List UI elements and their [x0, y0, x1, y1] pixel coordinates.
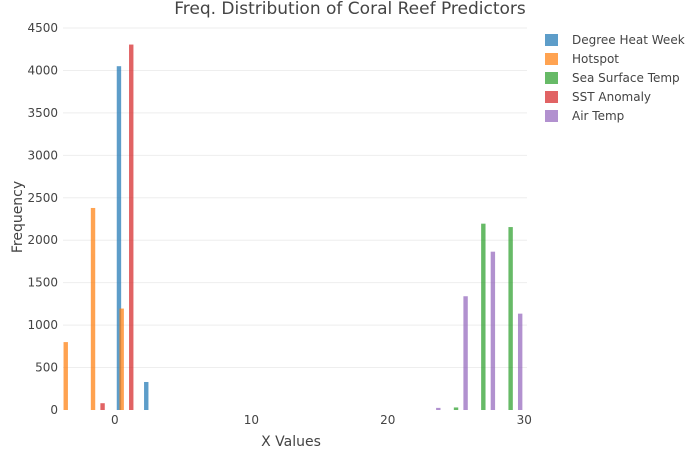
y-tick-label: 2500 [27, 191, 58, 205]
y-tick-label: 3500 [27, 106, 58, 120]
y-axis-title: Frequency [10, 181, 26, 253]
legend-item[interactable]: Degree Heat Week [545, 33, 685, 47]
bar[interactable] [119, 308, 124, 410]
series-sst-anomaly [100, 44, 134, 410]
axes-layer: 0 500 1000 1500 2000 2500 3000 3500 4000 4500 0 10 2… [27, 21, 531, 427]
bar[interactable] [453, 407, 459, 410]
legend-label: Degree Heat Week [572, 33, 685, 47]
series-hotspot [63, 207, 124, 410]
x-tick-label: 20 [380, 413, 395, 427]
bar[interactable] [144, 381, 149, 410]
bar[interactable] [129, 44, 134, 410]
y-tick-label: 500 [35, 361, 58, 375]
legend-swatch [545, 34, 558, 46]
bars-layer [63, 44, 523, 410]
legend-label: Air Temp [572, 109, 624, 123]
bar[interactable] [436, 407, 441, 410]
y-tick-label: 0 [50, 403, 58, 417]
legend-label: Sea Surface Temp [572, 71, 680, 85]
grid-layer [63, 27, 527, 369]
y-tick-label: 3000 [27, 148, 58, 162]
bar[interactable] [508, 227, 513, 410]
legend-item[interactable]: Hotspot [545, 52, 619, 66]
legend-label: SST Anomaly [572, 90, 651, 104]
bar[interactable] [116, 66, 122, 410]
x-axis-title: X Values [261, 434, 321, 450]
x-tick-label: 30 [517, 413, 532, 427]
series-sea-surface-temp [453, 223, 513, 410]
legend-item[interactable]: SST Anomaly [545, 90, 651, 104]
y-tick-label: 4500 [27, 21, 58, 35]
legend-swatch [545, 91, 558, 103]
bar[interactable] [463, 296, 468, 410]
legend-item[interactable]: Air Temp [545, 109, 624, 123]
chart-title: Freq. Distribution of Coral Reef Predict… [174, 0, 526, 19]
y-tick-label: 2000 [27, 233, 58, 247]
legend-item[interactable]: Sea Surface Temp [545, 71, 680, 85]
bar[interactable] [481, 223, 486, 410]
x-tick-label: 0 [111, 413, 119, 427]
legend-swatch [545, 110, 558, 122]
legend-label: Hotspot [572, 52, 619, 66]
bar[interactable] [490, 251, 496, 410]
y-tick-label: 4000 [27, 63, 58, 77]
legend[interactable]: Degree Heat Week Hotspot Sea Surface Temp S… [545, 33, 685, 123]
x-tick-label: 10 [244, 413, 259, 427]
legend-swatch [545, 53, 558, 65]
bar[interactable] [100, 403, 105, 410]
bar[interactable] [90, 207, 96, 410]
y-tick-label: 1500 [27, 276, 58, 290]
bar[interactable] [63, 342, 68, 410]
y-tick-label: 1000 [27, 318, 58, 332]
bar[interactable] [517, 313, 523, 410]
series-air-temp [436, 251, 523, 410]
legend-swatch [545, 72, 558, 84]
series-degree-heat-week [116, 66, 149, 410]
